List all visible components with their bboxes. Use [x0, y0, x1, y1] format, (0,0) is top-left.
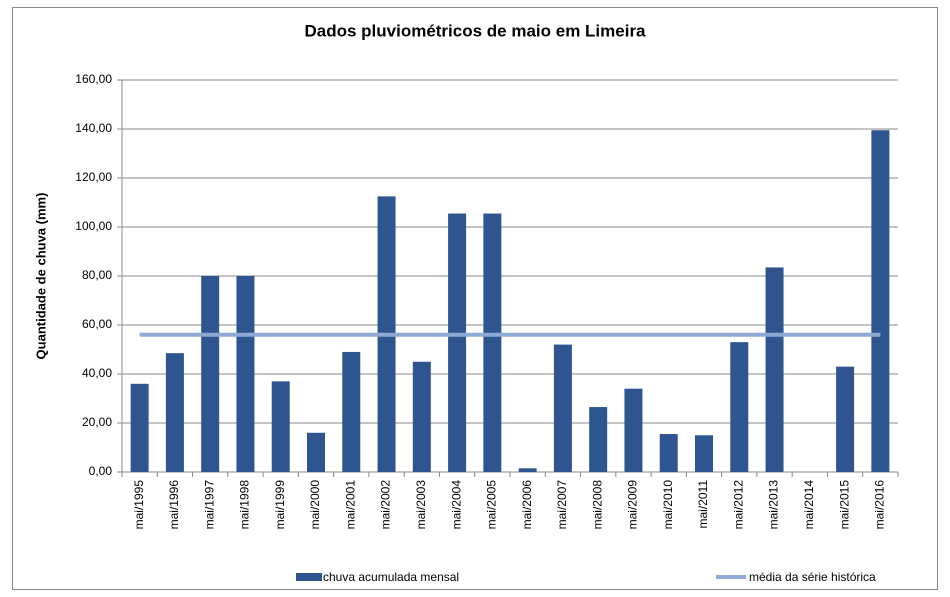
bar [412, 361, 431, 472]
bar [130, 383, 149, 472]
x-tick-label: mai/1999 [273, 480, 287, 530]
x-tick-label: mai/1996 [167, 480, 181, 530]
x-tick-label: mai/2005 [485, 480, 499, 530]
bar [730, 342, 749, 472]
x-tick-label: mai/2011 [696, 480, 710, 529]
y-tick-label: 60,00 [82, 317, 112, 331]
legend-label: média da série histórica [749, 570, 876, 584]
bar [836, 366, 855, 472]
y-tick-label: 80,00 [82, 268, 112, 282]
bar [201, 276, 220, 472]
bar [695, 435, 713, 472]
x-tick-label: mai/2004 [449, 480, 463, 530]
x-tick-label: mai/2002 [379, 480, 393, 530]
y-tick-label: 120,00 [75, 170, 112, 184]
x-tick-label: mai/2012 [731, 480, 745, 530]
x-tick-label: mai/2010 [661, 480, 675, 530]
x-tick-label: mai/1997 [202, 480, 216, 530]
x-tick-label: mai/1995 [132, 480, 146, 530]
y-tick-label: 100,00 [75, 219, 112, 233]
bar [624, 388, 643, 472]
x-tick-label: mai/2001 [343, 480, 357, 530]
x-tick-label: mai/2013 [767, 480, 781, 530]
legend-label: chuva acumulada mensal [323, 570, 459, 584]
x-tick-label: mai/2014 [802, 480, 816, 530]
chart-title: Dados pluviométricos de maio em Limeira [304, 21, 646, 40]
bar [553, 344, 572, 472]
bar [342, 351, 361, 472]
x-tick-label: mai/2000 [308, 480, 322, 530]
chart-frame [12, 7, 938, 590]
bar [871, 130, 890, 472]
y-axis-label: Quantidade de chuva (mm) [33, 193, 48, 360]
x-tick-label: mai/2006 [520, 480, 534, 530]
x-tick-label: mai/2008 [590, 480, 604, 530]
bar [271, 381, 290, 472]
bar [483, 213, 502, 472]
x-tick-label: mai/2007 [555, 480, 569, 530]
bar [518, 468, 537, 472]
x-tick-label: mai/2015 [837, 480, 851, 530]
y-tick-label: 20,00 [82, 415, 112, 429]
y-tick-label: 160,00 [75, 72, 112, 86]
x-tick-label: mai/1998 [238, 480, 252, 530]
bar [765, 267, 784, 472]
bar [448, 213, 467, 472]
y-tick-label: 40,00 [82, 366, 112, 380]
bar [165, 353, 184, 472]
x-tick-label: mai/2016 [873, 480, 887, 530]
x-tick-label: mai/2003 [414, 480, 428, 530]
x-tick-label: mai/2009 [626, 480, 640, 530]
bar [659, 434, 678, 472]
legend-swatch [296, 573, 322, 581]
y-tick-label: 140,00 [75, 121, 112, 135]
y-tick-label: 0,00 [89, 464, 113, 478]
bar [307, 432, 325, 472]
bar [236, 276, 255, 472]
bar [589, 407, 608, 472]
